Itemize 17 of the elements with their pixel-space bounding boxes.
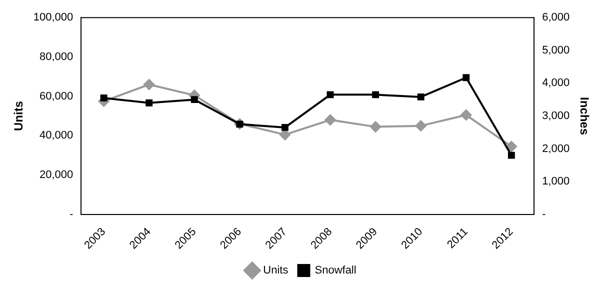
y2-tick-label: 5,000 [542, 44, 570, 56]
y2-tick-label: - [542, 208, 546, 220]
y-tick-label: 100,000 [33, 12, 74, 24]
legend-label: Units [263, 264, 289, 277]
y-tick-label: 20,000 [40, 169, 74, 182]
y-tick-label: 60,000 [40, 90, 74, 102]
y2-axis-title: Inches [577, 96, 592, 136]
y-axis-title: Units [12, 100, 26, 131]
legend-label: Snowfall [314, 264, 356, 277]
y-tick-label: 80,000 [40, 50, 74, 63]
y-tick-label: 40,000 [40, 130, 74, 142]
y2-tick-label: 3,000 [542, 110, 570, 122]
y2-tick-label: 6,000 [542, 12, 570, 24]
y2-tick-label: 1,000 [542, 176, 570, 188]
y2-tick-label: 4,000 [542, 77, 570, 90]
y2-tick-label: 2,000 [542, 142, 570, 155]
y-tick-label: - [69, 208, 74, 220]
